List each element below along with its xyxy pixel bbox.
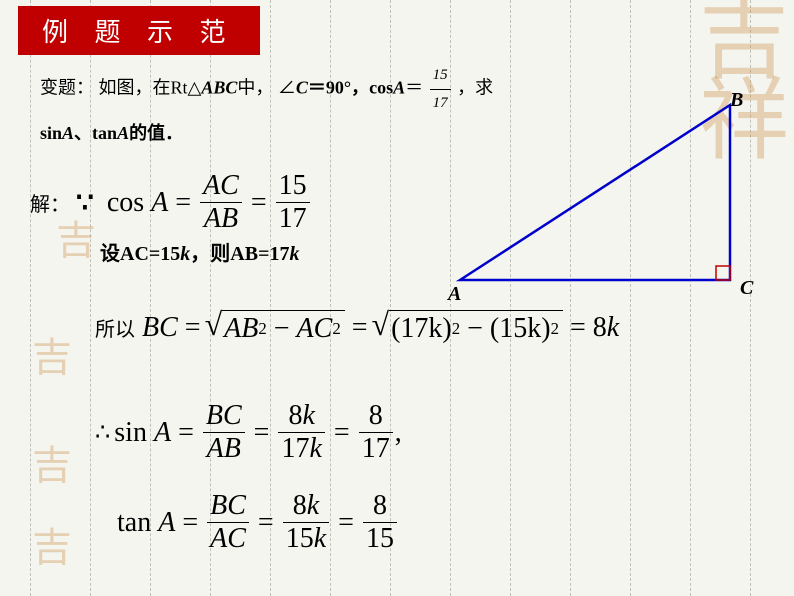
solution-step1: 解： ∵ cos A = ACAB = 1517	[30, 170, 312, 235]
numerator: BC	[203, 400, 245, 433]
solution-step2: 设AC=15k，则AB=17k	[100, 237, 299, 266]
text: A	[154, 417, 171, 449]
text: (17k)	[391, 313, 452, 345]
denominator: AB	[203, 433, 245, 465]
sqrt: √ AB2 − AC2	[205, 310, 345, 345]
fraction: 8k15k	[283, 490, 329, 555]
fraction: 1517	[276, 170, 310, 235]
fraction: 815	[363, 490, 397, 555]
denominator: AC	[207, 523, 249, 555]
denominator: 17	[276, 203, 310, 235]
triangle-shape	[460, 105, 730, 280]
vertex-c-label: C	[740, 277, 753, 300]
because-symbol: ∵	[76, 186, 94, 220]
therefore-symbol: ∴	[95, 418, 110, 447]
watermark-small: 吉	[32, 448, 72, 484]
text: A	[393, 78, 405, 98]
fraction: BCAC	[207, 490, 249, 555]
watermark-small: 吉	[32, 530, 72, 566]
text: 、tan	[74, 123, 117, 143]
fraction: BCAB	[203, 400, 245, 465]
text: AC	[297, 313, 333, 345]
numerator: BC	[207, 490, 249, 523]
text: ＝90°，cos	[308, 78, 393, 98]
watermark-small: 吉	[32, 340, 72, 376]
text: tan	[117, 507, 151, 539]
text: C	[296, 78, 308, 98]
text: ＝	[405, 78, 423, 98]
vertex-b-label: B	[730, 89, 743, 112]
numerator: 8	[359, 400, 393, 433]
title-banner: 例 题 示 范	[18, 6, 260, 55]
text: BC	[142, 312, 178, 344]
text: (15k)	[490, 313, 551, 345]
text: sin	[114, 417, 147, 449]
text: k	[289, 243, 299, 265]
text: A	[158, 507, 175, 539]
solution-step3: 所以 BC = √ AB2 − AC2 = √ (17k)2 − (15k)2 …	[95, 310, 619, 345]
text: 的值．	[129, 123, 183, 143]
text: 设AC=15	[100, 243, 180, 265]
numerator: 15	[276, 170, 310, 203]
text: 所以	[95, 313, 135, 342]
text: 中， ∠	[237, 78, 296, 98]
text: AB	[224, 313, 258, 345]
fraction: 8k17k	[278, 400, 324, 465]
fraction: 817	[359, 400, 393, 465]
solution-step4: ∴ sin A = BCAB = 8k17k = 817 ,	[95, 400, 402, 465]
denominator: 15	[363, 523, 397, 555]
text: ,	[395, 417, 402, 449]
text: cos	[107, 187, 144, 219]
text: sin	[40, 123, 62, 143]
denominator: AB	[200, 203, 242, 235]
text: 解：	[30, 188, 70, 217]
numerator: 8	[363, 490, 397, 523]
solution-step5: tan A = BCAC = 8k15k = 815	[95, 490, 399, 555]
numerator: AC	[200, 170, 242, 203]
text: A	[62, 123, 74, 143]
text: ，则AB=17	[190, 243, 289, 265]
fraction: ACAB	[200, 170, 242, 235]
text: A	[151, 187, 168, 219]
text: 变题： 如图，在Rt△	[40, 78, 201, 98]
denominator: 17	[359, 433, 393, 465]
right-angle-marker	[716, 266, 730, 280]
vertex-a-label: A	[448, 283, 461, 306]
text: k	[180, 243, 190, 265]
text: A	[117, 123, 129, 143]
triangle-diagram: A B C	[440, 85, 770, 305]
sqrt: √ (17k)2 − (15k)2	[372, 310, 563, 345]
text: ABC	[201, 78, 237, 98]
title-text: 例 题 示 范	[42, 18, 236, 47]
triangle-svg	[440, 85, 770, 305]
